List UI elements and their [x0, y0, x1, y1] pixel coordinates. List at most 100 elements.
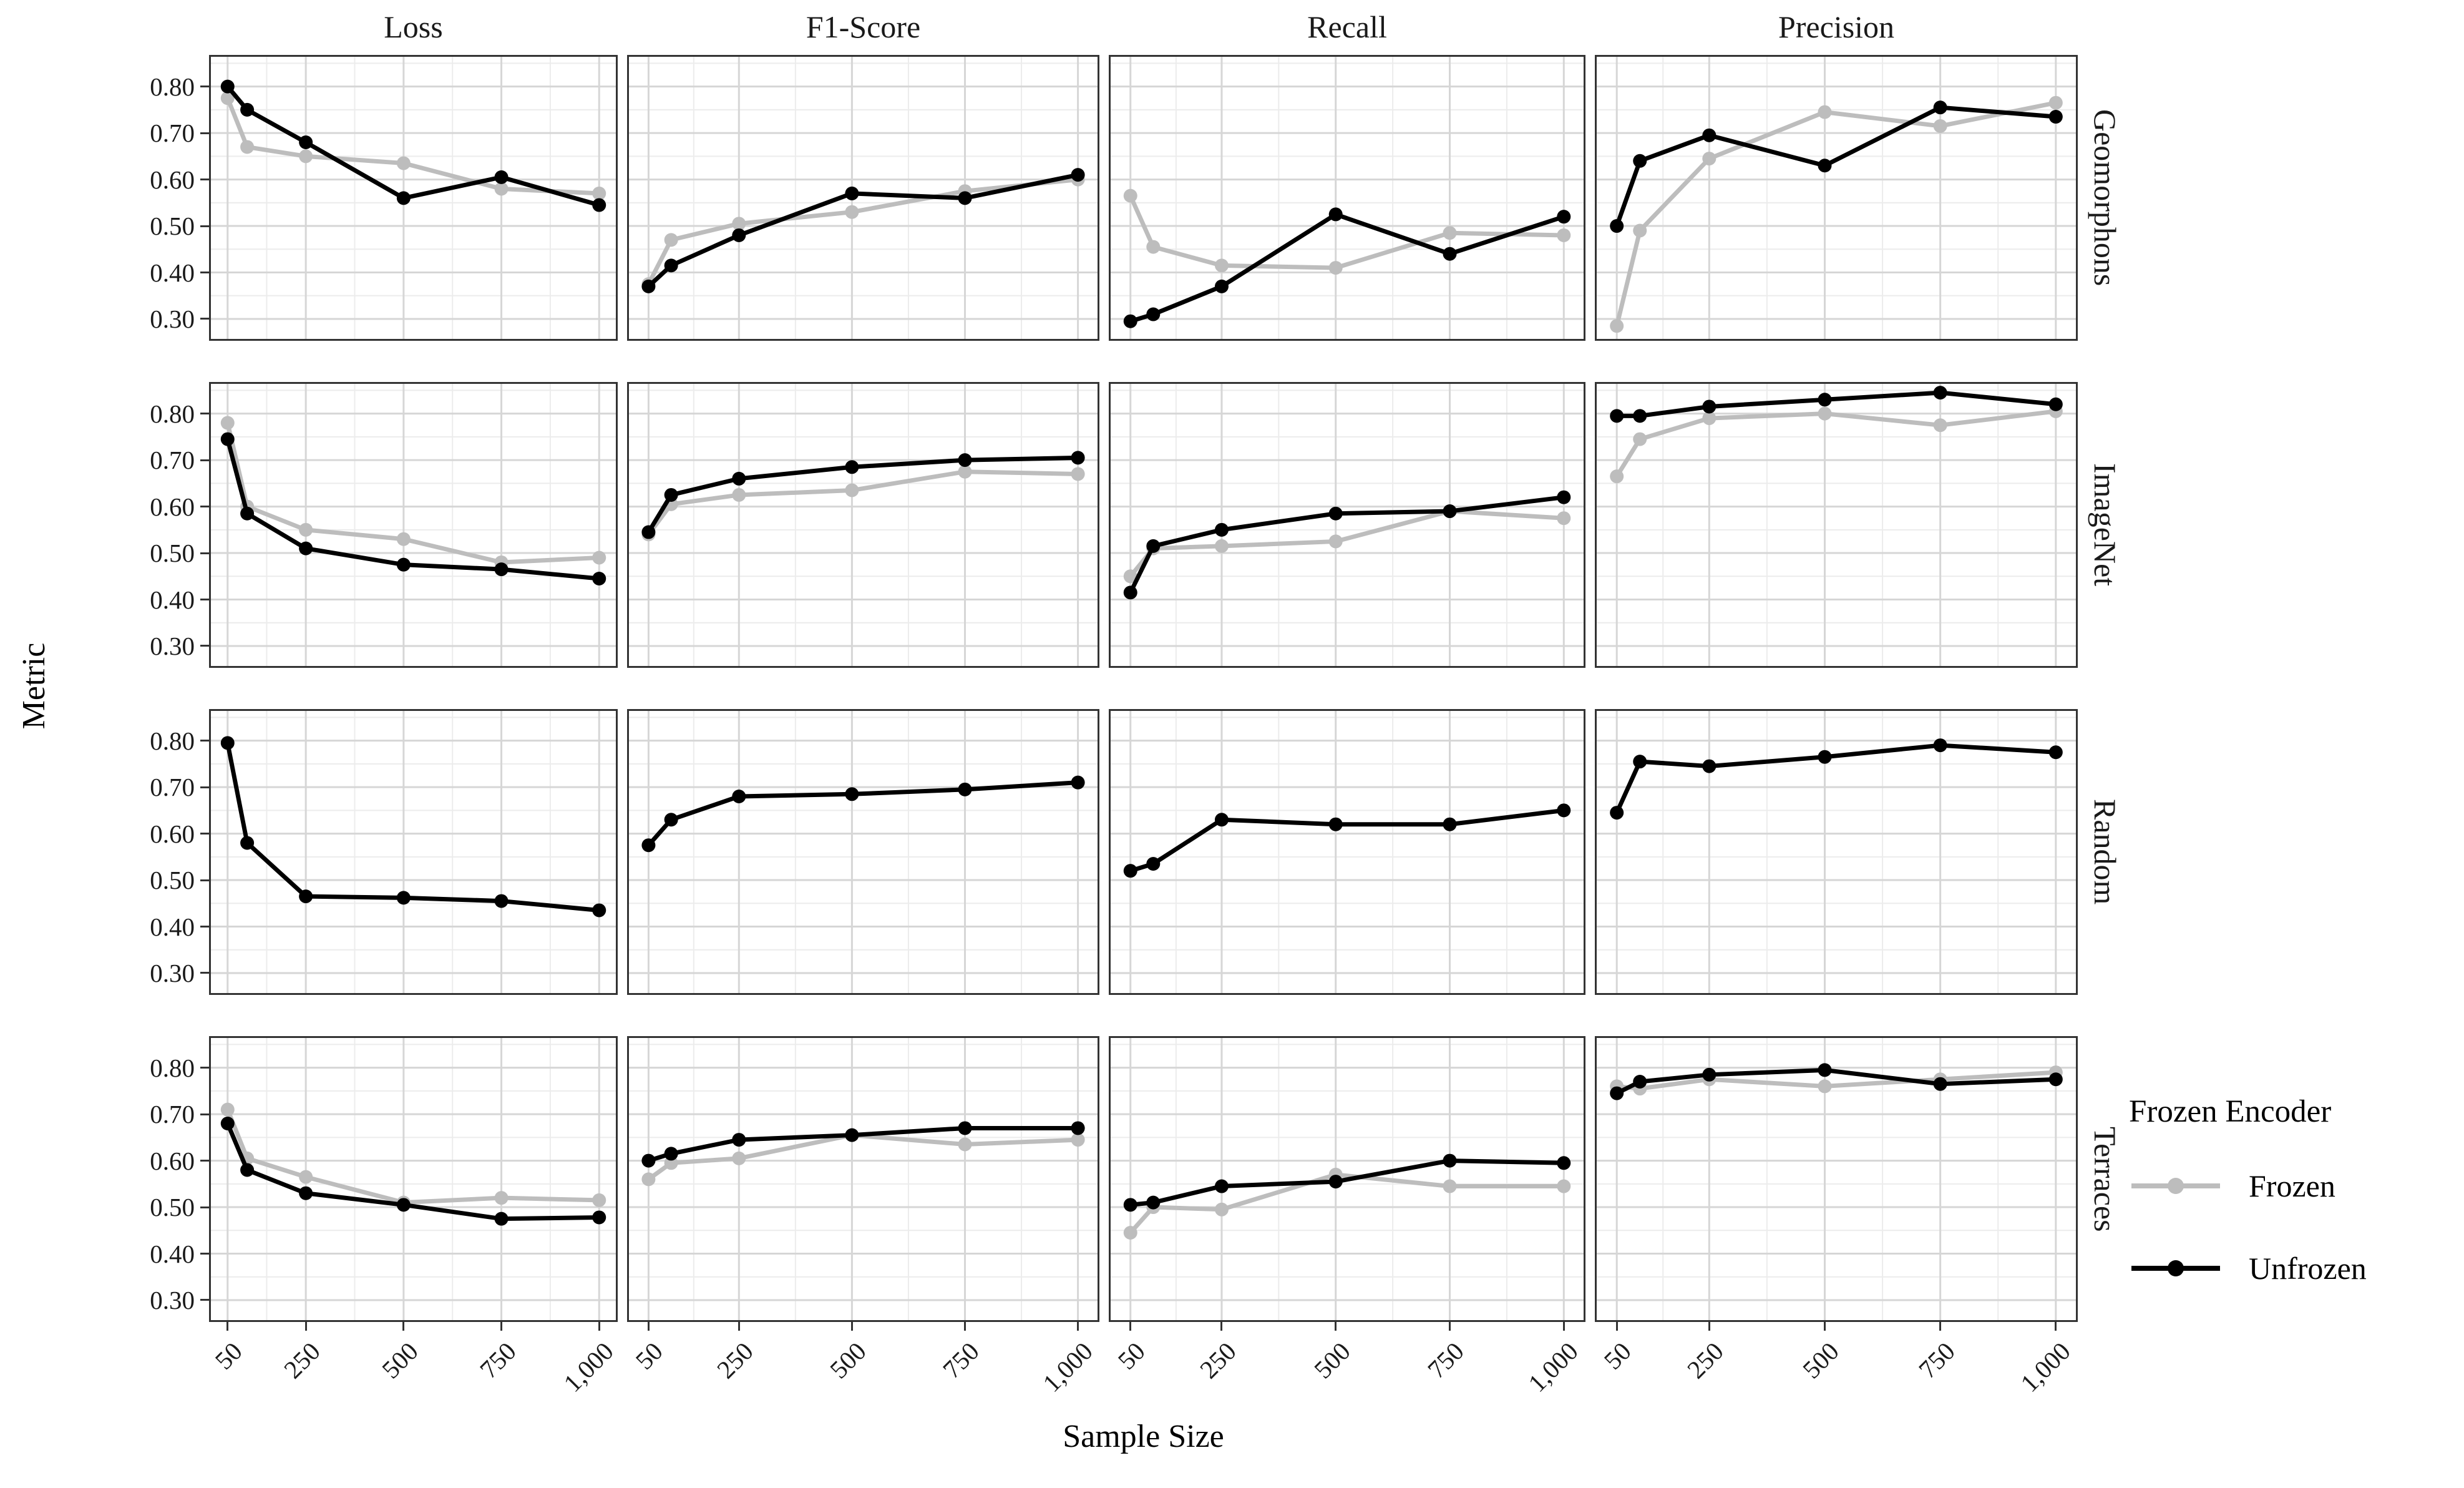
- facet-panel-terraces-f1-score: [627, 1036, 1099, 1322]
- frozen-data-point: [1123, 569, 1137, 584]
- unfrozen-data-point: [299, 1186, 313, 1200]
- y-tick-mark: [200, 879, 209, 881]
- frozen-data-point: [220, 1102, 235, 1117]
- unfrozen-data-point: [1933, 100, 1947, 115]
- frozen-data-point: [1123, 1226, 1137, 1240]
- unfrozen-data-point: [494, 170, 509, 184]
- y-tick-label: 0.60: [150, 1146, 195, 1175]
- x-tick-mark: [1615, 1322, 1618, 1331]
- y-tick-label: 0.60: [150, 819, 195, 848]
- frozen-data-point: [664, 233, 678, 247]
- unfrozen-data-point: [664, 813, 678, 827]
- unfrozen-data-point: [220, 736, 235, 750]
- y-tick-label: 0.70: [150, 446, 195, 475]
- y-tick-mark: [200, 926, 209, 928]
- unfrozen-data-point: [641, 1153, 656, 1168]
- x-tick-mark: [226, 1322, 229, 1331]
- unfrozen-data-point: [958, 191, 972, 205]
- facet-panel-random-recall: [1109, 709, 1585, 995]
- y-tick-label: 0.60: [150, 492, 195, 521]
- unfrozen-data-point: [299, 135, 313, 150]
- unfrozen-data-point: [1123, 585, 1137, 600]
- unfrozen-data-point: [1702, 1067, 1717, 1082]
- frozen-data-point: [1328, 261, 1343, 275]
- unfrozen-series-line: [1128, 495, 1564, 594]
- unfrozen-data-point: [299, 889, 313, 904]
- frozen-data-point: [494, 182, 509, 196]
- unfrozen-data-point: [1443, 817, 1457, 831]
- frozen-data-point: [958, 1137, 972, 1152]
- unfrozen-data-point: [240, 836, 255, 850]
- unfrozen-data-point: [1702, 399, 1717, 414]
- x-tick-mark: [1939, 1322, 1942, 1331]
- x-axis-title: Sample Size: [1063, 1419, 1224, 1454]
- frozen-data-point: [845, 483, 859, 497]
- x-tick-mark: [647, 1322, 650, 1331]
- y-tick-label: 0.30: [150, 304, 195, 333]
- column-title-recall: Recall: [1307, 9, 1387, 44]
- unfrozen-series-line: [646, 455, 1078, 534]
- x-tick-mark: [1129, 1322, 1132, 1331]
- frozen-data-point: [1557, 228, 1571, 242]
- unfrozen-data-point: [1702, 759, 1717, 773]
- y-tick-label: 0.80: [150, 1053, 195, 1082]
- x-tick-mark: [1708, 1322, 1710, 1331]
- frozen-data-point: [592, 551, 606, 565]
- y-tick-mark: [200, 1206, 209, 1208]
- unfrozen-data-point: [664, 258, 678, 273]
- unfrozen-data-point: [240, 102, 255, 117]
- unfrozen-data-point: [1818, 393, 1832, 407]
- y-tick-label: 0.40: [150, 585, 195, 614]
- unfrozen-data-point: [396, 1198, 411, 1212]
- facet-panel-terraces-loss: [209, 1036, 618, 1322]
- facet-panel-geomorphons-loss: [209, 55, 618, 341]
- y-tick-mark: [200, 272, 209, 274]
- unfrozen-data-point: [1123, 314, 1137, 328]
- unfrozen-data-point: [1818, 159, 1832, 173]
- frozen-series-line: [647, 1133, 1078, 1182]
- facet-panel-terraces-precision: [1595, 1036, 2078, 1322]
- legend-title: Frozen Encoder: [2129, 1094, 2332, 1129]
- unfrozen-data-point: [958, 453, 972, 467]
- unfrozen-series-line: [1614, 743, 2057, 814]
- unfrozen-data-point: [1633, 409, 1647, 423]
- unfrozen-data-point: [494, 1211, 509, 1226]
- frozen-data-point: [1557, 1179, 1571, 1193]
- frozen-line-key-icon: [2131, 1178, 2220, 1194]
- y-tick-label: 0.70: [150, 119, 195, 148]
- unfrozen-data-point: [732, 228, 746, 242]
- y-tick-mark: [200, 132, 209, 134]
- facet-panel-imagenet-f1-score: [627, 382, 1099, 668]
- unfrozen-data-point: [732, 471, 746, 486]
- unfrozen-series-line: [225, 1122, 600, 1221]
- x-tick-mark: [1335, 1322, 1337, 1331]
- unfrozen-data-point: [1818, 750, 1832, 764]
- y-tick-label: 0.40: [150, 258, 195, 287]
- frozen-data-point: [1146, 240, 1161, 254]
- unfrozen-data-point: [1610, 219, 1624, 233]
- unfrozen-series-line: [1614, 105, 2057, 227]
- frozen-data-point: [1071, 1133, 1085, 1147]
- unfrozen-series-line: [1129, 808, 1564, 873]
- frozen-data-point: [732, 217, 746, 231]
- frozen-data-point: [1123, 188, 1137, 203]
- unfrozen-data-point: [1214, 522, 1229, 537]
- unfrozen-series-line: [1129, 212, 1565, 324]
- unfrozen-data-point: [1214, 1179, 1229, 1193]
- unfrozen-data-point: [641, 525, 656, 539]
- frozen-series-line: [1129, 509, 1564, 578]
- y-tick-label: 0.40: [150, 912, 195, 941]
- frozen-series-line: [1614, 100, 2057, 326]
- unfrozen-data-point: [1071, 168, 1085, 182]
- y-tick-mark: [200, 972, 209, 974]
- facet-panel-geomorphons-recall: [1109, 55, 1585, 341]
- y-tick-mark: [200, 506, 209, 508]
- unfrozen-data-point: [664, 487, 678, 502]
- x-tick-mark: [963, 1322, 966, 1331]
- unfrozen-data-point: [641, 838, 656, 853]
- y-tick-label: 0.50: [150, 866, 195, 895]
- unfrozen-data-point: [958, 1121, 972, 1135]
- facet-panel-random-precision: [1595, 709, 2078, 995]
- unfrozen-data-point: [1933, 738, 1947, 753]
- unfrozen-data-point: [845, 460, 859, 474]
